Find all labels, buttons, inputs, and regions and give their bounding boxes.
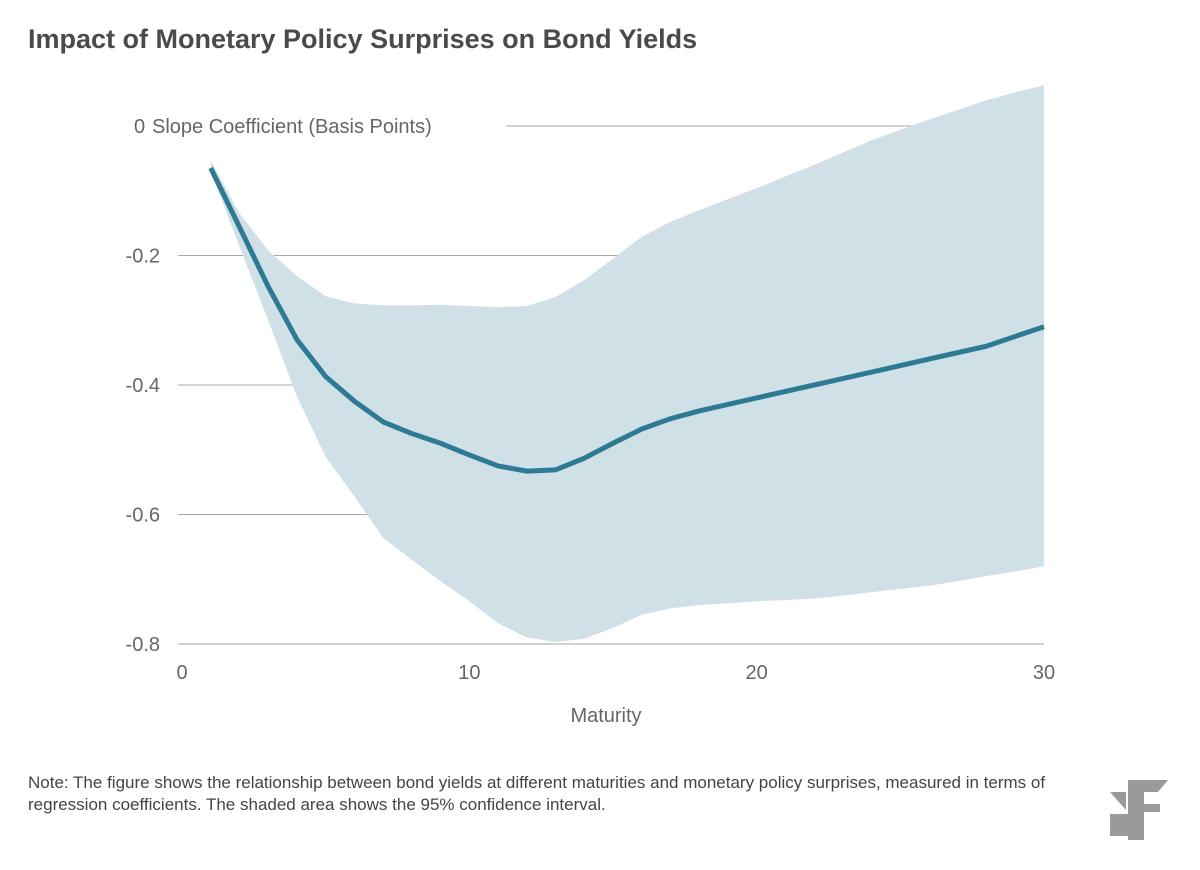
y-tick-label: -0.2 [126, 246, 160, 268]
confidence-band [210, 85, 1044, 643]
x-tick-label: 0 [176, 662, 187, 684]
y-tick-label: -0.8 [126, 634, 160, 656]
y-tick-label: 0 [134, 116, 145, 138]
x-tick-label: 30 [1033, 662, 1055, 684]
x-axis-label: Maturity [570, 705, 641, 727]
chart-note: Note: The figure shows the relationship … [28, 773, 1046, 814]
bf-logo [1110, 780, 1168, 840]
chart-title: Impact of Monetary Policy Surprises on B… [28, 24, 698, 54]
x-tick-label: 10 [458, 662, 480, 684]
x-tick-label: 20 [746, 662, 768, 684]
y-tick-label: -0.6 [126, 505, 160, 527]
y-axis-label: Slope Coefficient (Basis Points) [152, 116, 432, 138]
y-tick-label: -0.4 [126, 375, 160, 397]
estimate-line [208, 166, 1045, 474]
chart: 0 -0.2 -0.4 -0.6 -0.8 0 10 20 30 Slope Coefficie… [126, 85, 1055, 727]
